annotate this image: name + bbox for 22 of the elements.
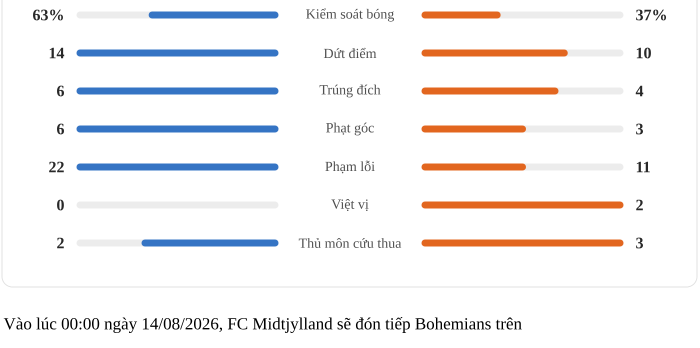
data-label: 37% <box>636 10 666 20</box>
data-label: 3 <box>636 124 643 134</box>
data-label: 6 <box>57 86 64 96</box>
data-label: 11 <box>636 162 650 172</box>
data-label: 22 <box>49 162 64 172</box>
category-label: Kiểm soát bóng <box>306 8 394 22</box>
category-label: Phạt góc <box>326 122 374 136</box>
data-label: 4 <box>636 86 644 96</box>
data-label: 6 <box>57 124 64 134</box>
category-label: Phạm lỗi <box>325 160 375 174</box>
data-label: 63% <box>33 10 63 20</box>
text: Vào lúc 00:00 ngày 14/08/2026, FC Midtjylland sẽ đón tiếp Bohemians trên <box>4 317 522 333</box>
category-label: Dứt điểm <box>324 48 376 58</box>
category-label: Việt vị <box>331 198 369 212</box>
data-label: 2 <box>57 238 64 248</box>
data-label: 0 <box>57 200 64 210</box>
data-label: 3 <box>636 238 643 248</box>
data-label: 14 <box>50 48 64 58</box>
data-label: 2 <box>636 200 643 210</box>
data-label: 10 <box>636 48 651 58</box>
category-label: Thủ môn cứu thua <box>298 238 402 248</box>
category-label: Trúng đích <box>320 84 380 98</box>
